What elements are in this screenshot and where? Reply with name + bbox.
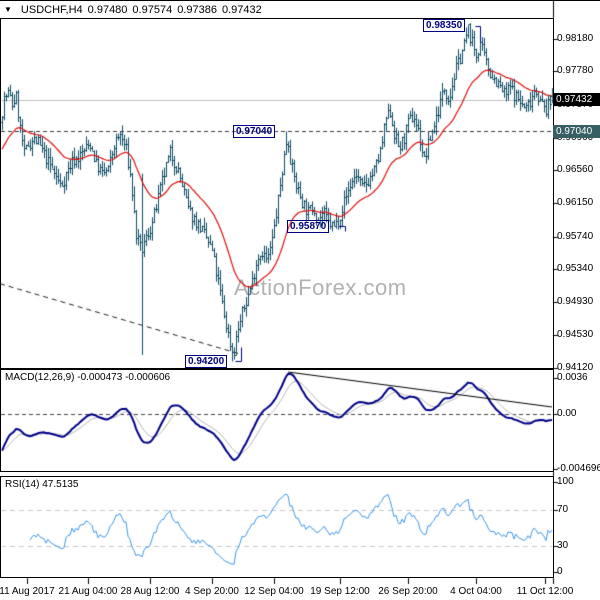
rsi-indicator-label: RSI(14) 47.5135 [5, 479, 79, 490]
date-axis-label: 12 Sep 04:00 [244, 586, 304, 597]
date-axis-label: 4 Sep 20:00 [185, 586, 239, 597]
rsi-axis-tick-label: 100 [557, 476, 574, 487]
macd-axis-tick-label: 0.00 [557, 408, 577, 419]
quote-high: 0.97574 [132, 4, 173, 16]
current-price-axis-box: 0.97432 [553, 93, 600, 106]
chart-title: ▼ USDCHF,H4 0.97480 0.97574 0.97386 0.97… [4, 3, 262, 17]
price-annotation-tag: 0.97040 [233, 125, 276, 138]
price-axis-tick-label: 0.94530 [557, 329, 594, 340]
symbol-dropdown-icon[interactable]: ▼ [4, 5, 12, 14]
price-axis-tick-label: 0.96560 [557, 164, 594, 175]
rsi-axis-tick-label: 70 [557, 504, 569, 515]
price-axis-tick-label: 0.96150 [557, 197, 594, 208]
price-axis-tick-label: 0.95740 [557, 231, 594, 242]
macd-indicator-label: MACD(12,26,9) -0.000473 -0.000606 [5, 372, 171, 383]
date-axis-label: 21 Aug 04:00 [58, 586, 118, 597]
price-annotation-tag: 0.94200 [185, 355, 228, 368]
price-axis-tick-label: 0.97780 [557, 65, 594, 76]
price-annotation-tag: 0.98350 [423, 19, 466, 32]
price-axis-tick-label: 0.98180 [557, 33, 594, 44]
macd-axis-tick-label: -0.004696 [557, 463, 600, 474]
level-price-axis-box: 0.97040 [553, 125, 600, 138]
price-axis-tick-label: 0.94120 [557, 362, 594, 373]
quote-low: 0.97386 [177, 4, 217, 16]
macd-axis-tick-label: 0.0036 [557, 372, 588, 383]
rsi-axis-tick-label: 30 [557, 540, 569, 551]
date-axis-label: 28 Aug 12:00 [120, 586, 180, 597]
price-axis-tick-label: 0.94930 [557, 296, 594, 307]
price-axis-tick-label: 0.95340 [557, 263, 594, 274]
date-axis-label: 4 Oct 04:00 [450, 586, 502, 597]
date-axis-label: 26 Sep 20:00 [378, 586, 438, 597]
price-annotation-tag: 0.95870 [287, 220, 330, 233]
quote-open: 0.97480 [87, 4, 128, 16]
date-axis-label: 11 Aug 2017 [0, 586, 55, 597]
date-axis-label: 19 Sep 12:00 [310, 586, 370, 597]
symbol-label: USDCHF,H4 [20, 4, 83, 16]
date-axis-label: 11 Oct 12:00 [516, 586, 574, 597]
rsi-axis-tick-label: 0 [557, 566, 563, 577]
quote-close: 0.97432 [221, 4, 262, 16]
